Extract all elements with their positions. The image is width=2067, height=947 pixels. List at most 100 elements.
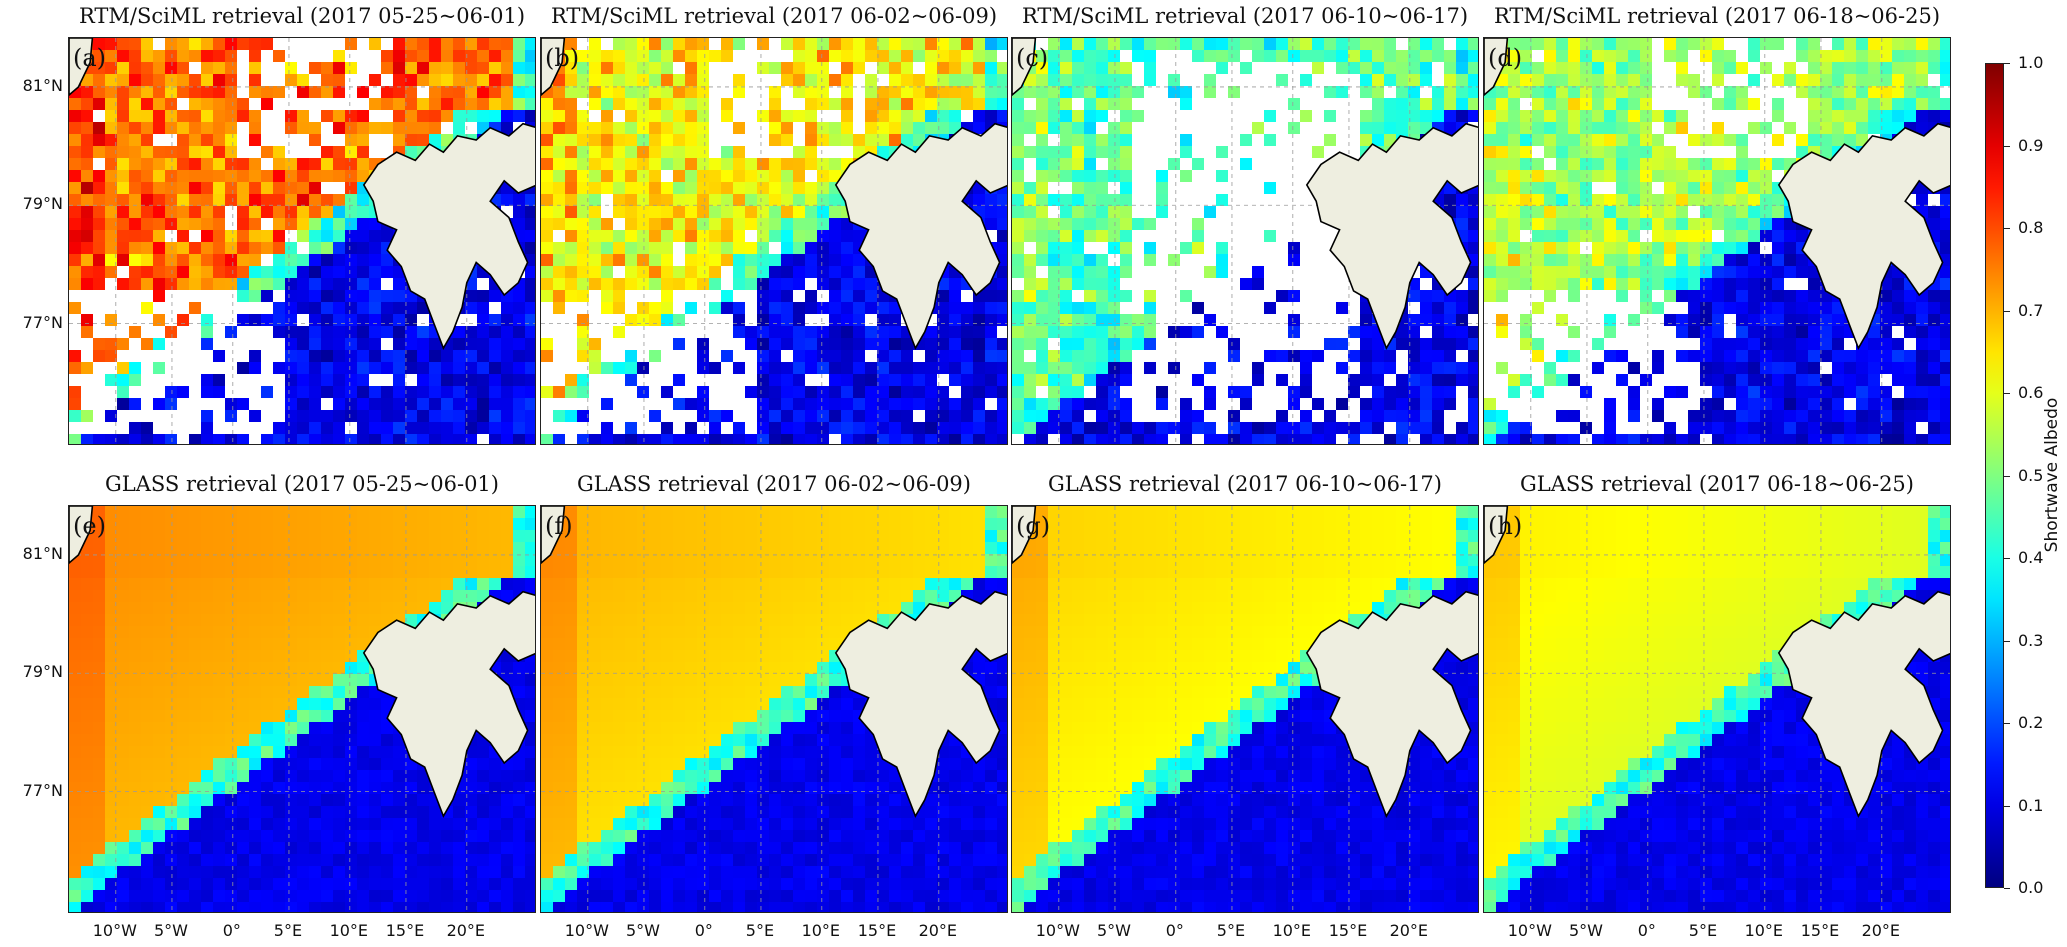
colorbar-tick-label: 0.2 <box>2018 713 2044 732</box>
albedo-map <box>541 506 1007 912</box>
longitude-label: 15°E <box>385 921 425 940</box>
longitude-label: 5°W <box>153 921 188 940</box>
greenland-landmass <box>1012 38 1037 97</box>
longitude-label: 10°E <box>329 921 369 940</box>
longitude-label: 10°W <box>92 921 137 940</box>
colorbar-tick-mark <box>2004 63 2010 64</box>
panel-title: RTM/SciML retrieval (2017 06-02~06-09) <box>550 4 998 28</box>
longitude-label: 15°E <box>1800 921 1840 940</box>
latitude-label: 81°N <box>22 543 63 563</box>
panel-letter: (a) <box>73 44 107 72</box>
colorbar-tick-label: 0.1 <box>2018 795 2044 815</box>
colorbar-tick-label: 0.5 <box>2018 465 2044 485</box>
longitude-label: 15°E <box>1328 921 1368 940</box>
panel-title: GLASS retrieval (2017 06-18~06-25) <box>1519 472 1914 496</box>
colorbar-tick-mark <box>2004 640 2010 642</box>
latitude-label: 79°N <box>22 662 63 682</box>
colorbar-tick-mark <box>2004 888 2010 889</box>
longitude-label: 5°W <box>1568 921 1603 940</box>
albedo-map <box>541 38 1007 444</box>
svalbard-landmass <box>1777 122 1950 350</box>
colorbar-tick-label: 1.0 <box>2018 53 2044 72</box>
colorbar-tick-mark <box>2004 393 2010 394</box>
albedo-map <box>1484 38 1950 444</box>
albedo-map <box>1012 506 1478 912</box>
svalbard-landmass <box>1305 590 1478 818</box>
latitude-label: 77°N <box>22 312 63 332</box>
colorbar <box>1985 63 2004 888</box>
greenland-landmass <box>1484 38 1509 97</box>
panel-letter: (g) <box>1016 512 1051 540</box>
map-panel: (e) <box>68 505 536 913</box>
map-panel: (d) <box>1483 37 1951 445</box>
latitude-label: 77°N <box>22 780 63 800</box>
svalbard-landmass <box>1777 590 1950 818</box>
panel-title: GLASS retrieval (2017 06-02~06-09) <box>576 472 971 496</box>
longitude-label: 15°E <box>857 921 897 940</box>
greenland-landmass <box>1484 506 1509 565</box>
panel-letter: (h) <box>1488 512 1523 540</box>
colorbar-tick-mark <box>2004 805 2010 807</box>
panel-letter: (d) <box>1488 44 1523 72</box>
colorbar-tick-mark <box>2004 145 2010 147</box>
colorbar-tick-mark <box>2004 475 2010 477</box>
longitude-label: 10°E <box>801 921 841 940</box>
panel-letter: (b) <box>545 44 580 72</box>
longitude-label: 5°E <box>1216 921 1246 940</box>
colorbar-tick-label: 0.7 <box>2018 300 2044 320</box>
colorbar-label: Shortwave Albedo <box>2042 397 2062 553</box>
greenland-landmass <box>69 38 94 97</box>
svalbard-landmass <box>1305 122 1478 350</box>
panel-title: GLASS retrieval (2017 06-10~06-17) <box>1047 472 1442 496</box>
colorbar-tick-label: 0.4 <box>2018 548 2044 567</box>
colorbar-tick-label: 0.9 <box>2018 135 2044 155</box>
colorbar-tick-label: 0.0 <box>2018 878 2044 897</box>
map-panel: (b) <box>540 37 1008 445</box>
colorbar-tick-mark <box>2004 558 2010 559</box>
map-panel: (h) <box>1483 505 1951 913</box>
longitude-label: 5°W <box>1096 921 1131 940</box>
longitude-label: 0° <box>1637 921 1656 940</box>
colorbar-tick-mark <box>2004 310 2010 312</box>
panel-title: RTM/SciML retrieval (2017 06-18~06-25) <box>1493 4 1941 28</box>
longitude-label: 0° <box>222 921 241 940</box>
panel-title: GLASS retrieval (2017 05-25~06-01) <box>104 472 499 496</box>
map-panel: (f) <box>540 505 1008 913</box>
colorbar-tick-label: 0.3 <box>2018 630 2044 650</box>
panel-letter: (f) <box>545 512 573 540</box>
longitude-label: 20°E <box>1389 921 1429 940</box>
albedo-map <box>69 506 535 912</box>
panel-letter: (c) <box>1016 44 1049 72</box>
longitude-label: 0° <box>1165 921 1184 940</box>
svalbard-landmass <box>834 590 1007 818</box>
greenland-landmass <box>69 506 94 565</box>
svalbard-landmass <box>834 122 1007 350</box>
panel-title: RTM/SciML retrieval (2017 06-10~06-17) <box>1021 4 1469 28</box>
longitude-label: 20°E <box>1861 921 1901 940</box>
colorbar-tick-mark <box>2004 723 2010 724</box>
longitude-label: 10°W <box>1035 921 1080 940</box>
map-panel: (c) <box>1011 37 1479 445</box>
longitude-label: 5°E <box>273 921 303 940</box>
greenland-landmass <box>541 38 566 97</box>
longitude-label: 5°E <box>1688 921 1718 940</box>
longitude-label: 5°W <box>625 921 660 940</box>
colorbar-tick-label: 0.6 <box>2018 383 2044 402</box>
panel-letter: (e) <box>73 512 106 540</box>
longitude-label: 10°E <box>1272 921 1312 940</box>
longitude-label: 0° <box>694 921 713 940</box>
latitude-label: 81°N <box>22 75 63 95</box>
svalbard-landmass <box>362 590 535 818</box>
longitude-label: 20°E <box>918 921 958 940</box>
longitude-label: 10°W <box>564 921 609 940</box>
longitude-label: 5°E <box>745 921 775 940</box>
panel-title: RTM/SciML retrieval (2017 05-25~06-01) <box>78 4 526 28</box>
longitude-label: 10°E <box>1744 921 1784 940</box>
longitude-label: 20°E <box>446 921 486 940</box>
albedo-map <box>1012 38 1478 444</box>
colorbar-tick-mark <box>2004 228 2010 229</box>
latitude-label: 79°N <box>22 194 63 214</box>
albedo-map <box>69 38 535 444</box>
albedo-map <box>1484 506 1950 912</box>
longitude-label: 10°W <box>1507 921 1552 940</box>
